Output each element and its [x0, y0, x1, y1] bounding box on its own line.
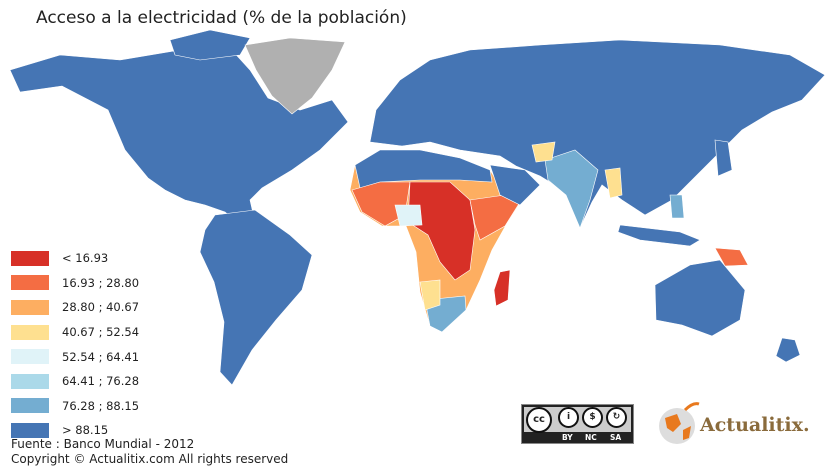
region-southeast-asia [604, 167, 623, 199]
legend-swatch [11, 324, 49, 340]
region-arctic-islands [169, 29, 251, 61]
legend-swatch [11, 349, 49, 365]
region-japan [714, 139, 733, 177]
by-label: BY [562, 433, 573, 442]
footer: Fuente : Banco Mundial - 2012 Copyright … [11, 437, 288, 467]
region-philippines [669, 194, 685, 219]
source-text: Fuente : Banco Mundial - 2012 [11, 437, 195, 451]
nc-label: NC [585, 433, 597, 442]
legend-swatch [11, 299, 49, 315]
legend-swatch [11, 422, 49, 438]
cc-icon: cc [526, 407, 552, 433]
region-indonesia [617, 224, 701, 247]
legend-label: > 88.15 [62, 423, 109, 438]
region-south-asia [544, 149, 599, 229]
region-greenland [244, 37, 346, 115]
legend-label: 52.54 ; 64.41 [62, 349, 140, 364]
legend-item: 16.93 ; 28.80 [11, 271, 139, 296]
region-south-america [199, 209, 313, 386]
copyright-text: Copyright © Actualitix.com All rights re… [11, 452, 289, 466]
legend-swatch [11, 250, 49, 266]
brand-text: Actualitix. [700, 414, 810, 436]
map-title: Acceso a la electricidad (% de la poblac… [36, 8, 407, 28]
sa-icon: ↻ [606, 407, 627, 428]
actualitix-logo: Actualitix. [655, 400, 810, 450]
region-madagascar [493, 269, 511, 307]
by-icon: i [558, 407, 579, 428]
legend-swatch [11, 398, 49, 414]
region-australia [654, 259, 746, 337]
legend-label: < 16.93 [62, 251, 109, 266]
region-new-zealand [775, 337, 801, 363]
legend-label: 76.28 ; 88.15 [62, 398, 140, 413]
nc-icon: $ [582, 407, 603, 428]
globe-cable-icon [659, 402, 700, 444]
sa-label: SA [610, 433, 622, 442]
region-central-africa [407, 181, 476, 281]
legend-item: 52.54 ; 64.41 [11, 344, 139, 369]
region-ghana-area [394, 204, 423, 227]
legend-label: 28.80 ; 40.67 [62, 300, 140, 315]
region-arabia [489, 164, 541, 206]
legend-label: 64.41 ; 76.28 [62, 374, 140, 389]
cc-license-badge: cc i $ ↻ BY NC SA [521, 404, 634, 444]
region-afghanistan [531, 141, 556, 163]
legend-swatch [11, 275, 49, 291]
legend-label: 40.67 ; 52.54 [62, 325, 140, 340]
region-eurasia [369, 39, 826, 229]
region-papua-new-guinea [714, 247, 749, 267]
legend-item: 40.67 ; 52.54 [11, 320, 139, 345]
region-namibia [419, 279, 441, 311]
legend-label: 16.93 ; 28.80 [62, 275, 140, 290]
legend-item: < 16.93 [11, 246, 139, 271]
legend-item: 64.41 ; 76.28 [11, 369, 139, 394]
legend-item: 76.28 ; 88.15 [11, 394, 139, 419]
legend: < 16.93 16.93 ; 28.80 28.80 ; 40.67 40.6… [11, 246, 139, 443]
legend-item: 28.80 ; 40.67 [11, 295, 139, 320]
legend-swatch [11, 373, 49, 389]
legend-item: > 88.15 [11, 418, 139, 443]
